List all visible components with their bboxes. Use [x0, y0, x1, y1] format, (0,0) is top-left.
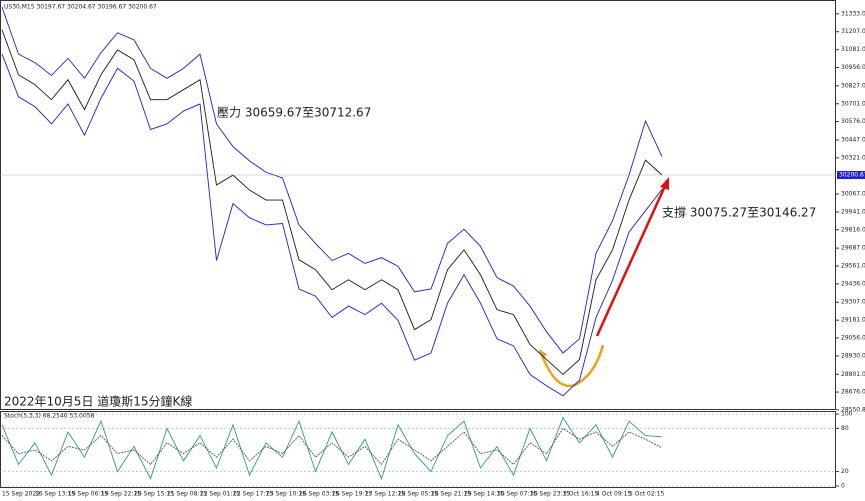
- y-tick-label: 100: [841, 411, 853, 418]
- annotation: 支撐 30075.27至30146.27: [662, 206, 816, 220]
- stoch-frame: [0, 411, 836, 488]
- y-tick-label: 29436.00: [841, 280, 865, 287]
- y-tick-label: 30956.00: [841, 64, 865, 71]
- x-tick-label: 16 Sep 13:15: [35, 491, 75, 498]
- price-frame: [0, 0, 836, 410]
- y-tick-label: 28550.80: [841, 406, 865, 413]
- y-tick-label: 31081.00: [841, 46, 865, 53]
- y-tick-label: 28676.00: [841, 389, 865, 396]
- red-arrow-head: [660, 177, 669, 190]
- y-tick-label: 80: [841, 425, 849, 432]
- y-tick-label: 29941.00: [841, 208, 865, 215]
- x-tick-label: 28 Sep 21:15: [431, 491, 471, 498]
- y-tick-label: 31333.00: [841, 10, 865, 17]
- y-tick-label: 20: [841, 468, 849, 475]
- x-tick-label: 28 Sep 05:15: [398, 491, 438, 498]
- chart-title: US30,M15 30197.67 30204.67 30196.67 3020…: [4, 4, 157, 11]
- x-tick-label: 26 Sep 19:15: [332, 491, 372, 498]
- x-tick-label: 4 Oct 09:15: [596, 491, 631, 498]
- series-line: [1, 427, 663, 466]
- x-tick-label: 30 Sep 07:15: [497, 491, 537, 498]
- red-arrow: [595, 185, 667, 337]
- y-tick-label: 29687.00: [841, 245, 865, 252]
- y-tick-label: 31207.00: [841, 28, 865, 35]
- x-tick-label: 19 Sep 22:15: [101, 491, 141, 498]
- y-tick-label: 29181.00: [841, 317, 865, 324]
- annotation: 2022年10月5日 道瓊斯15分鐘K線: [4, 394, 192, 409]
- x-tick-label: 29 Sep 14:15: [464, 491, 504, 498]
- x-tick-label: 15 Sep 2022: [2, 491, 40, 498]
- x-tick-label: 19 Sep 06:15: [68, 491, 108, 498]
- series-line: [1, 53, 663, 397]
- y-tick-label: 28801.00: [841, 371, 865, 378]
- series-line: [1, 6, 663, 354]
- y-tick-label: 29816.00: [841, 226, 865, 233]
- x-tick-label: 30 Sep 23:15: [530, 491, 570, 498]
- y-tick-label: 30827.00: [841, 82, 865, 89]
- current-price-label: 30200.67: [839, 172, 865, 179]
- x-tick-label: 27 Sep 12:15: [365, 491, 405, 498]
- series-line: [1, 29, 663, 376]
- y-tick-label: 30321.00: [841, 154, 865, 161]
- y-tick-label: 30576.00: [841, 118, 865, 125]
- x-tick-label: 23 Sep 10:15: [266, 491, 306, 498]
- y-tick-label: 30701.00: [841, 100, 865, 107]
- x-tick-label: 3 Oct 16:15: [563, 491, 598, 498]
- x-tick-label: 26 Sep 03:15: [299, 491, 339, 498]
- x-tick-label: 22 Sep 17:15: [233, 491, 273, 498]
- series-line: [1, 416, 663, 481]
- stoch-title: Stoch(5,3,3) 68.2540 53.0058: [4, 413, 95, 420]
- y-tick-label: 29056.00: [841, 334, 865, 341]
- y-tick-label: 30447.00: [841, 136, 865, 143]
- y-tick-label: 28930.00: [841, 352, 865, 359]
- y-tick-label: 30067.00: [841, 191, 865, 198]
- x-tick-label: 5 Oct 02:15: [629, 491, 664, 498]
- annotation: 壓力 30659.67至30712.67: [217, 106, 371, 120]
- x-tick-label: 22 Sep 01:15: [200, 491, 240, 498]
- orange-arrow-head: [540, 350, 547, 359]
- x-tick-label: 21 Sep 08:15: [167, 491, 207, 498]
- x-tick-label: 20 Sep 15:15: [134, 491, 174, 498]
- orange-arrow: [538, 344, 605, 388]
- current-price-box: [837, 171, 865, 180]
- y-tick-label: 0: [841, 483, 845, 490]
- y-tick-label: 29307.00: [841, 299, 865, 306]
- y-tick-label: 29561.00: [841, 263, 865, 270]
